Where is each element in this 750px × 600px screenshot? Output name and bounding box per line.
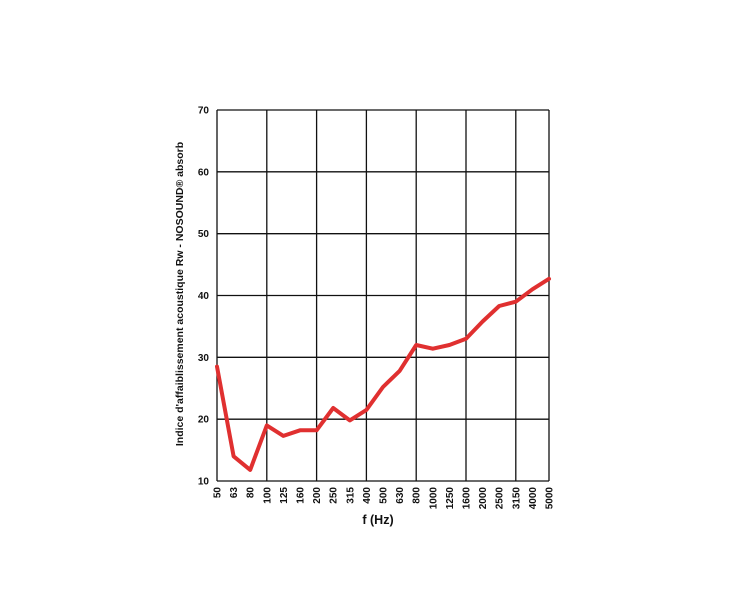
x-tick-label: 160 <box>296 487 307 504</box>
x-tick-label: 400 <box>362 487 373 504</box>
x-tick-label: 100 <box>262 487 273 504</box>
y-tick-label: 70 <box>198 106 210 117</box>
x-tick-label: 50 <box>213 487 224 499</box>
y-tick-label: 30 <box>198 353 210 364</box>
x-tick-label: 63 <box>229 487 240 499</box>
x-axis-label: f (Hz) <box>362 513 393 527</box>
x-tick-label: 315 <box>345 487 356 504</box>
y-tick-label: 10 <box>198 477 210 488</box>
y-tick-label: 40 <box>198 291 210 302</box>
x-tick-label: 3150 <box>511 487 522 510</box>
x-tick-labels: 50 63 80 100 125 160 200 250 315 400 500 630 800 1000… <box>213 487 556 510</box>
x-tick-label: 800 <box>412 487 423 504</box>
x-tick-label: 4000 <box>528 487 539 510</box>
x-tick-label: 630 <box>395 487 406 504</box>
x-tick-label: 5000 <box>545 487 556 510</box>
series-line <box>215 276 551 472</box>
y-tick-label: 50 <box>198 229 210 240</box>
y-axis-label: Indice d'affaiblissement acoustique Rw -… <box>174 142 186 446</box>
x-tick-label: 200 <box>312 487 323 504</box>
x-tick-label: 1600 <box>462 487 473 510</box>
x-tick-label: 250 <box>329 487 340 504</box>
x-tick-label: 500 <box>379 487 390 504</box>
x-tick-label: 1250 <box>445 487 456 510</box>
y-tick-label: 20 <box>198 415 210 426</box>
x-tick-label: 2000 <box>478 487 489 510</box>
x-tick-label: 2500 <box>495 487 506 510</box>
y-tick-labels: 10 20 30 40 50 60 70 <box>198 106 210 488</box>
x-tick-label: 125 <box>279 487 290 504</box>
x-tick-label: 80 <box>246 487 257 499</box>
y-tick-label: 60 <box>198 167 210 178</box>
x-tick-label: 1000 <box>428 487 439 510</box>
horizontal-gridlines <box>217 109 549 482</box>
